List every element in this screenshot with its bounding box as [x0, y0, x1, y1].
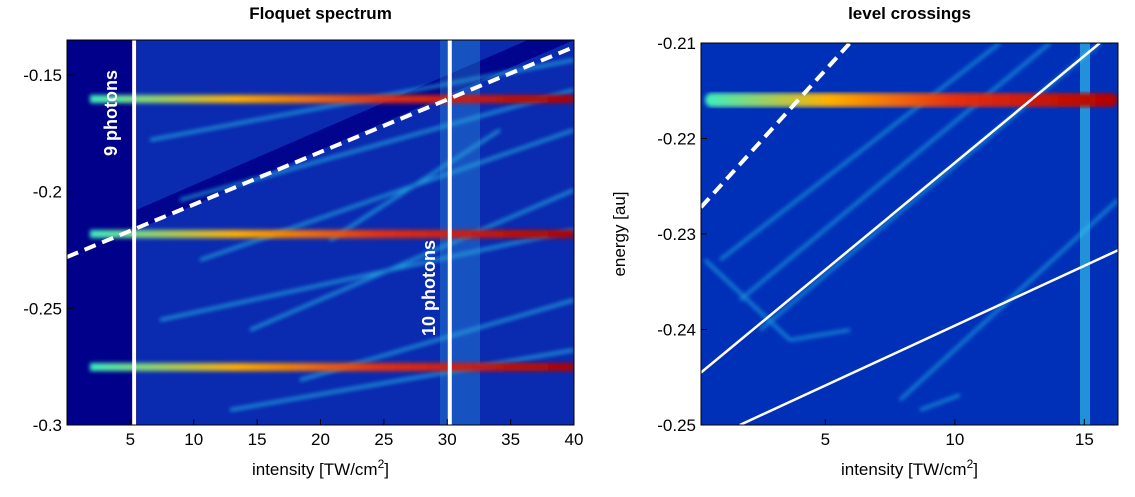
annotation: 10 photons: [419, 240, 439, 336]
x-tick-label: 15: [1075, 430, 1094, 449]
y-tick-label: -0.2: [33, 183, 62, 202]
y-tick-label: -0.22: [657, 130, 696, 149]
x-axis-label-end: ]: [384, 460, 389, 479]
y-tick-label: -0.25: [23, 299, 62, 318]
x-tick-label: 25: [374, 430, 393, 449]
x-axis-label: intensity [TW/cm2]: [841, 457, 978, 479]
x-tick-label: 20: [311, 430, 330, 449]
chart-title: level crossings: [848, 4, 971, 23]
reference-lines: [67, 40, 574, 425]
y-tick-label: -0.25: [657, 416, 696, 435]
heatmap-right: [701, 43, 1118, 425]
x-axis-label-main: intensity [TW/cm: [841, 460, 967, 479]
reference-line: [739, 249, 1118, 425]
x-axis-label: intensity [TW/cm2]: [252, 457, 389, 479]
y-tick-label: -0.24: [657, 321, 696, 340]
y-tick-label: -0.21: [657, 34, 696, 53]
x-axis-label-sup: 2: [378, 457, 385, 471]
heatmap-left: [67, 40, 574, 425]
x-tick-label: 5: [821, 430, 830, 449]
x-axis-label-main: intensity [TW/cm: [252, 460, 378, 479]
y-axis-label: energy [au]: [610, 191, 629, 276]
y-tick-label: -0.23: [657, 225, 696, 244]
x-tick-label: 15: [248, 430, 267, 449]
reference-line: [67, 45, 574, 259]
x-axis-label-end: ]: [973, 460, 978, 479]
reference-line: [701, 43, 1101, 374]
x-tick-label: 30: [438, 430, 457, 449]
x-tick-label: 40: [565, 430, 584, 449]
chart-title: Floquet spectrum: [249, 4, 392, 23]
x-tick-label: 10: [945, 430, 964, 449]
annotation: 9 photons: [101, 70, 121, 156]
x-tick-label: 5: [126, 430, 135, 449]
x-tick-label: 10: [184, 430, 203, 449]
x-tick-label: 35: [501, 430, 520, 449]
y-tick-label: -0.15: [23, 66, 62, 85]
y-tick-label: -0.3: [33, 416, 62, 435]
x-axis-label-sup: 2: [967, 457, 974, 471]
reference-lines: [701, 43, 1118, 425]
